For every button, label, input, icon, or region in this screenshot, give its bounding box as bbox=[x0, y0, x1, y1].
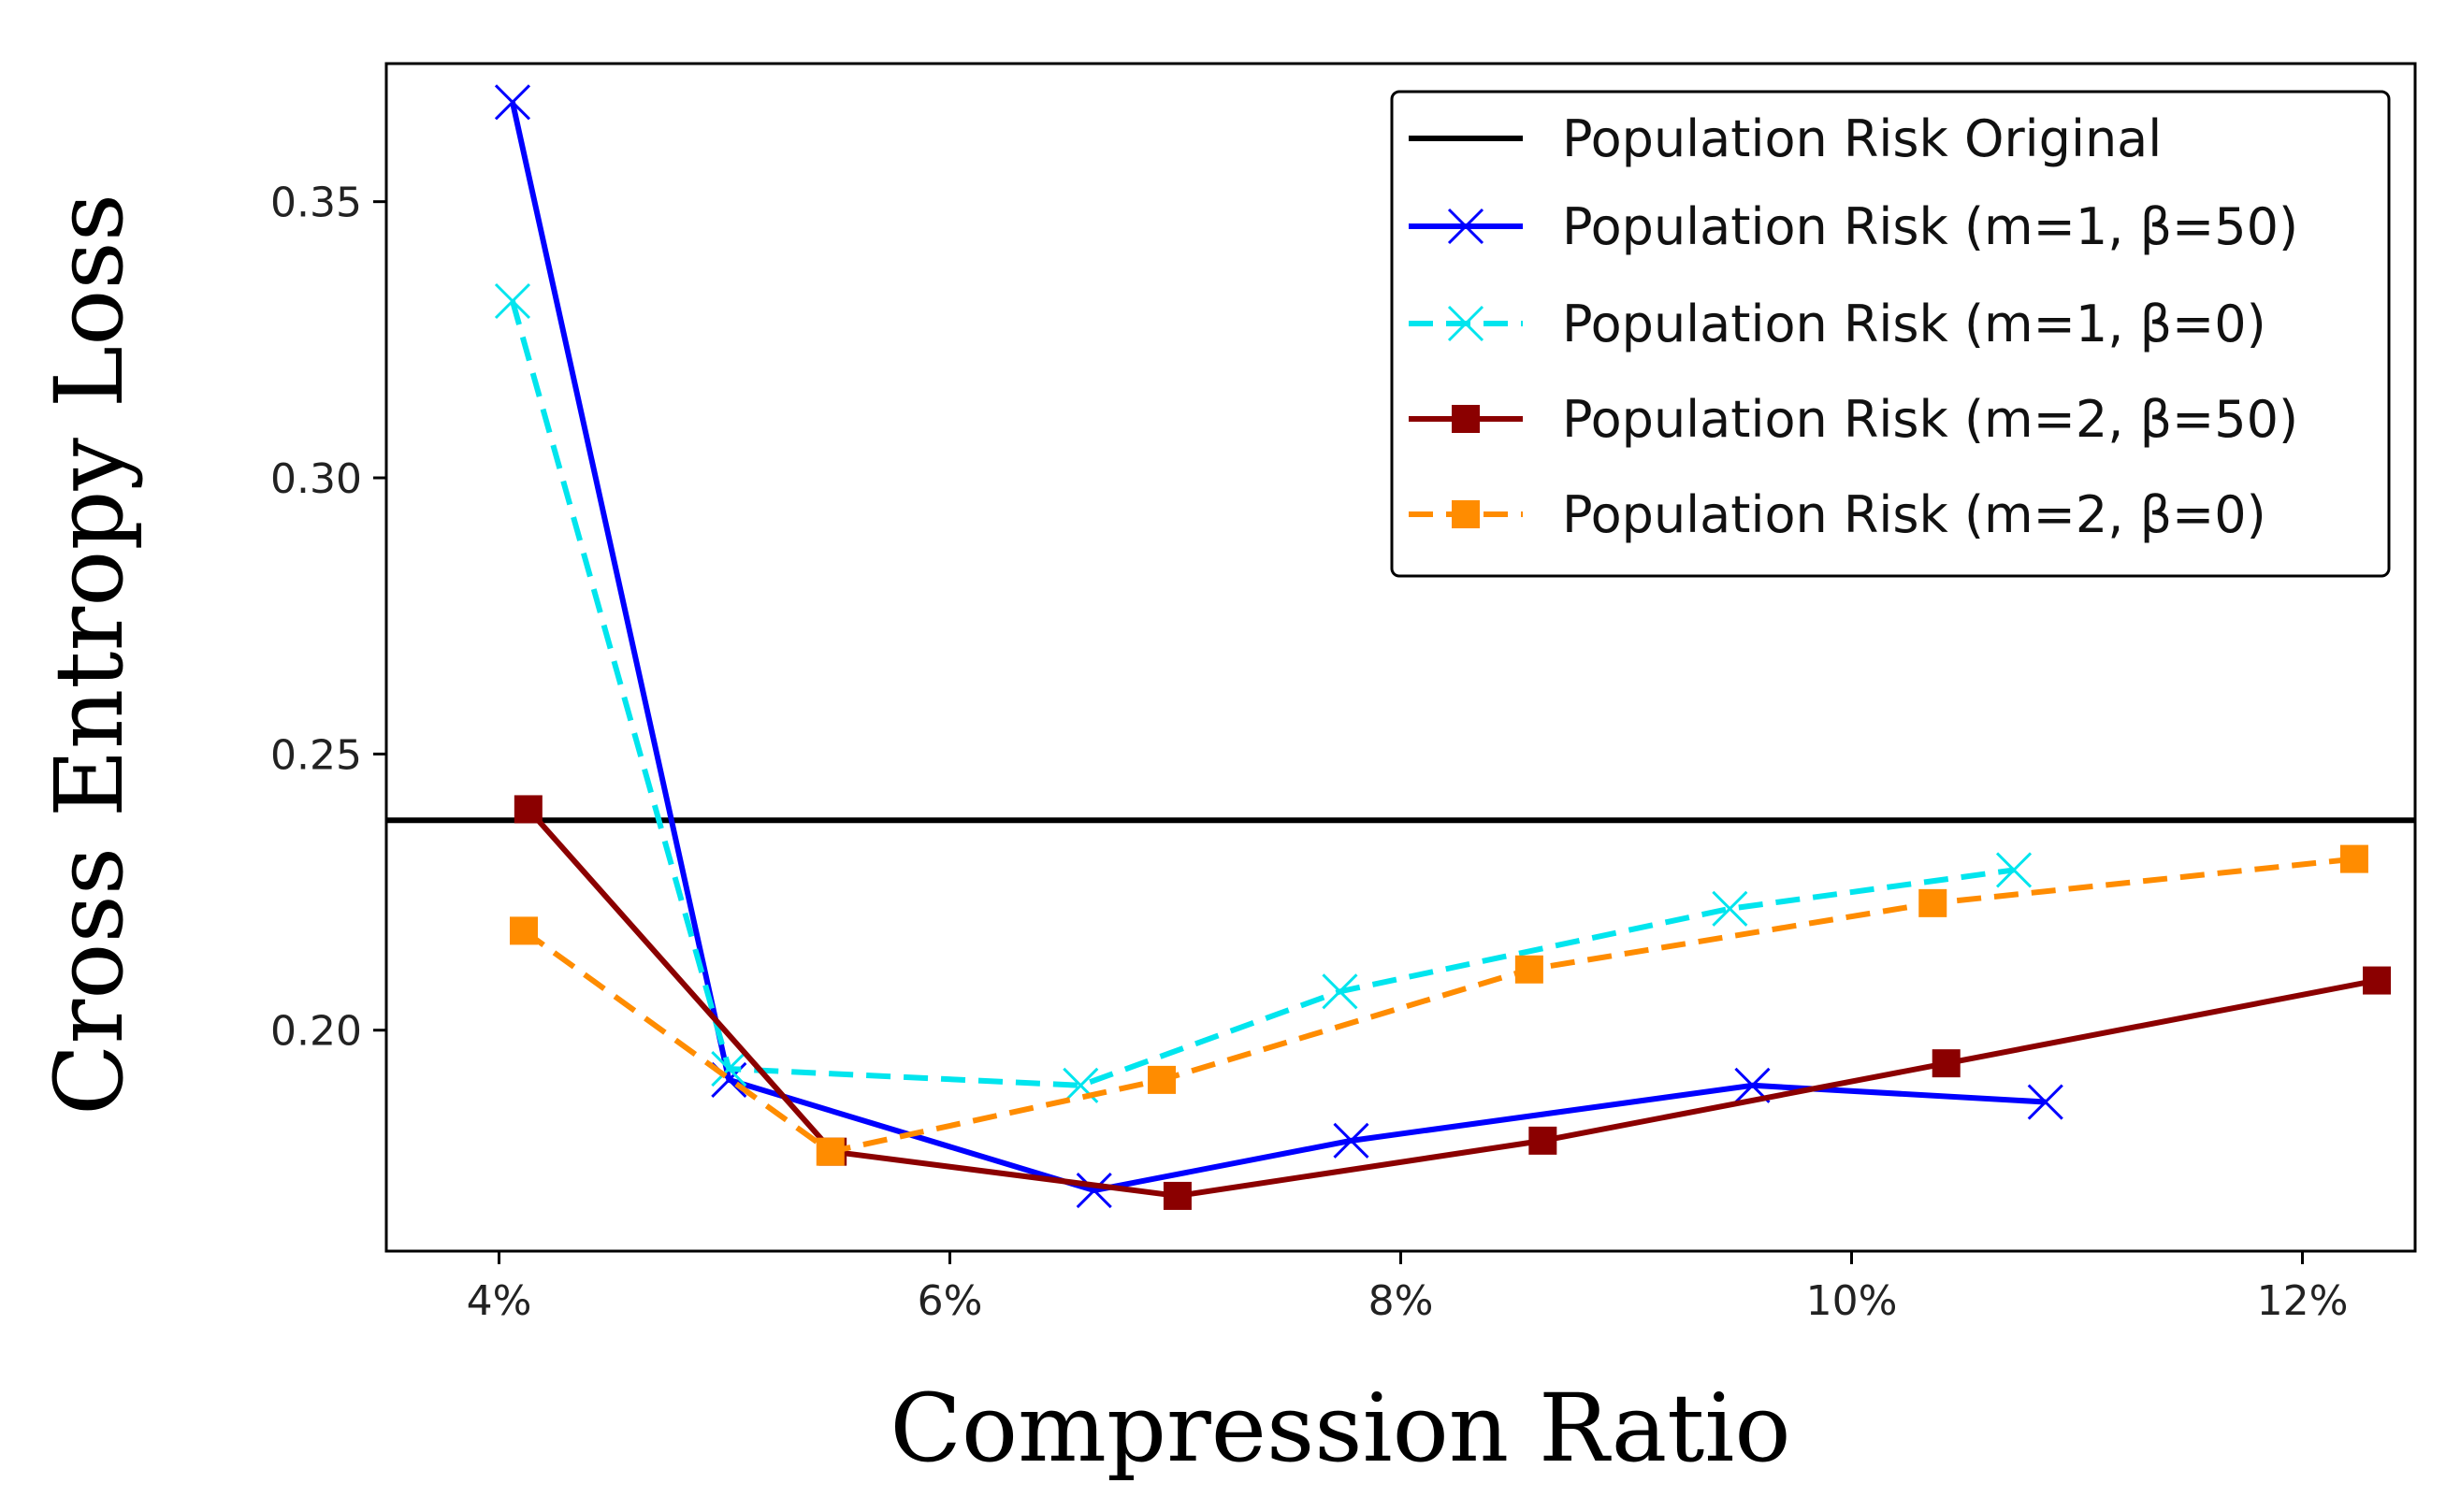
legend-marker-2 bbox=[1447, 208, 1484, 245]
series-2-point-stroke bbox=[711, 1051, 747, 1087]
series-4-point bbox=[1148, 1065, 1177, 1094]
legend: Population Risk Original Population Risk … bbox=[1390, 90, 2391, 578]
series-4-point bbox=[510, 916, 539, 945]
y-tick-label: 0.30 bbox=[270, 455, 362, 503]
x-tick-label: 8% bbox=[1368, 1277, 1434, 1325]
series-3-line bbox=[526, 807, 2378, 1199]
legend-marker-3-stroke bbox=[1447, 305, 1484, 342]
x-tick-label: 6% bbox=[918, 1277, 983, 1325]
legend-label-4: Population Risk (m=2, β=50) bbox=[1562, 390, 2298, 449]
series-2-line bbox=[510, 300, 2015, 1088]
series-3-point bbox=[2363, 966, 2392, 995]
y-axis-title: Cross Entropy Loss bbox=[35, 194, 144, 1116]
legend-box bbox=[1390, 90, 2391, 578]
series-2-point-stroke bbox=[1995, 852, 2033, 888]
series-2-point bbox=[494, 282, 531, 320]
series-4-point bbox=[816, 1137, 845, 1166]
x-axis-title: Compression Ratio bbox=[890, 1374, 1790, 1483]
series-2-point-stroke bbox=[494, 282, 531, 320]
series-1-point-stroke bbox=[494, 84, 531, 121]
series-2-point-stroke bbox=[1322, 973, 1358, 1010]
series-1-point-stroke bbox=[1076, 1172, 1112, 1209]
series-3-point bbox=[1528, 1126, 1557, 1155]
series-1-point bbox=[2027, 1084, 2063, 1120]
legend-label-5: Population Risk (m=2, β=0) bbox=[1562, 485, 2266, 544]
series-2-point bbox=[1995, 852, 2033, 888]
legend-label-2: Population Risk (m=1, β=50) bbox=[1562, 197, 2298, 256]
series-1-point-stroke bbox=[1734, 1067, 1771, 1103]
series-3-point bbox=[1163, 1181, 1192, 1210]
series-1-point-stroke bbox=[2027, 1084, 2063, 1120]
x-tick-label: 4% bbox=[467, 1277, 532, 1325]
series-2-point bbox=[1322, 973, 1358, 1010]
series-1-point-stroke bbox=[1333, 1122, 1369, 1159]
x-tick-label: 10% bbox=[1806, 1277, 1898, 1325]
series-2-point bbox=[1712, 890, 1748, 927]
series-2-point-stroke bbox=[1063, 1067, 1099, 1103]
series-4-line bbox=[522, 856, 2355, 1155]
series-2-point-stroke bbox=[1712, 890, 1748, 927]
series-4-point bbox=[1514, 955, 1543, 984]
series-1-line bbox=[510, 101, 2046, 1194]
plot-area bbox=[386, 84, 2415, 1210]
y-tick-label: 0.35 bbox=[270, 180, 362, 227]
legend-marker-3 bbox=[1447, 305, 1484, 342]
x-tick-label: 12% bbox=[2257, 1277, 2349, 1325]
series-4-point bbox=[2339, 844, 2368, 873]
legend-marker-2-stroke bbox=[1447, 208, 1484, 245]
series-4-point bbox=[1918, 888, 1947, 917]
y-axis-ticks: 0.20 0.25 0.30 0.35 bbox=[270, 180, 386, 1056]
series-2-point bbox=[711, 1051, 747, 1087]
legend-marker-5 bbox=[1452, 500, 1480, 528]
legend-label-1: Population Risk Original bbox=[1562, 109, 2162, 168]
y-tick-label: 0.25 bbox=[270, 731, 362, 779]
series-1-point bbox=[1333, 1122, 1369, 1159]
x-axis-ticks: 4% 6% 8% 10% 12% bbox=[467, 1251, 2349, 1325]
legend-label-3: Population Risk (m=1, β=0) bbox=[1562, 295, 2266, 353]
series-1-point bbox=[494, 84, 531, 121]
legend-marker-4 bbox=[1452, 405, 1480, 433]
series-3-point bbox=[1932, 1049, 1961, 1078]
series-1-point bbox=[1076, 1172, 1112, 1209]
series-3-point bbox=[514, 795, 543, 824]
y-tick-label: 0.20 bbox=[270, 1008, 362, 1056]
